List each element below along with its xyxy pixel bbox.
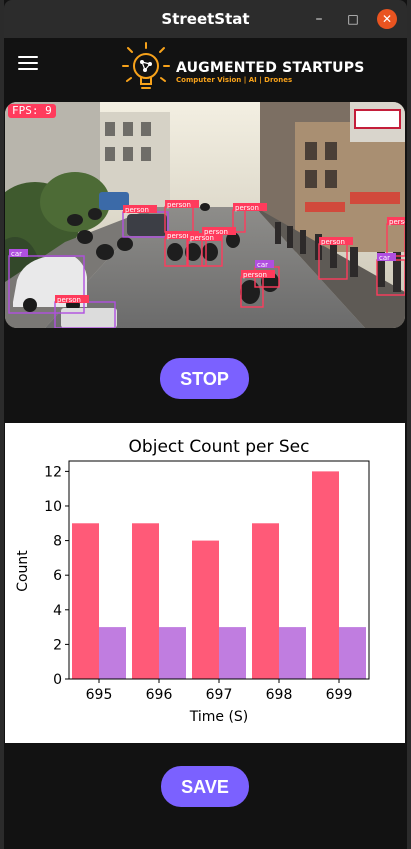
bar-series2-697 bbox=[219, 627, 246, 679]
close-icon[interactable]: ✕ bbox=[377, 9, 397, 29]
y-tick-label: 10 bbox=[44, 499, 62, 515]
bar-series1-695 bbox=[72, 523, 99, 679]
bar-series2-699 bbox=[339, 627, 366, 679]
plot-frame bbox=[68, 460, 370, 680]
maximize-icon[interactable]: □ bbox=[347, 12, 359, 26]
lightbulb-icon bbox=[122, 42, 170, 89]
fps-counter: FPS: 9 bbox=[8, 104, 56, 118]
bar-series2-695 bbox=[99, 627, 126, 679]
detection-label: person bbox=[321, 238, 345, 246]
detection-label-bg bbox=[55, 295, 89, 303]
detection-label-bg bbox=[241, 270, 275, 278]
detection-label-bg bbox=[165, 200, 199, 208]
detection-label-bg bbox=[165, 231, 199, 239]
brand-tagline: Computer Vision | AI | Drones bbox=[176, 76, 293, 84]
detection-label: car bbox=[379, 254, 390, 262]
bar-series1-698 bbox=[252, 523, 279, 679]
detection-label: person bbox=[204, 228, 228, 236]
detection-label: person bbox=[57, 296, 81, 304]
detection-label: person bbox=[235, 204, 259, 212]
minimize-icon[interactable]: – bbox=[315, 11, 323, 27]
bar-series2-698 bbox=[279, 627, 306, 679]
detection-label-bg bbox=[377, 253, 396, 261]
x-tick-label: 698 bbox=[266, 687, 293, 703]
y-tick-label: 8 bbox=[53, 534, 62, 550]
stop-button[interactable]: STOP bbox=[160, 358, 249, 399]
hamburger-menu-icon[interactable] bbox=[18, 56, 38, 72]
detection-label: person bbox=[190, 234, 214, 242]
detection-label-bg bbox=[188, 233, 222, 241]
app-window: StreetStat – □ ✕ AUGMENTED STARTUPS bbox=[4, 0, 407, 849]
bar-series1-697 bbox=[192, 540, 219, 679]
detection-label-bg bbox=[202, 227, 236, 235]
brand-logo: AUGMENTED STARTUPS Computer Vision | AI … bbox=[118, 40, 364, 96]
app-bar: AUGMENTED STARTUPS Computer Vision | AI … bbox=[4, 38, 407, 100]
brand-name: AUGMENTED STARTUPS bbox=[176, 60, 365, 76]
save-button[interactable]: SAVE bbox=[161, 766, 249, 807]
y-tick-label: 2 bbox=[53, 637, 62, 653]
chart-xlabel: Time (S) bbox=[189, 709, 249, 725]
chart-title: Object Count per Sec bbox=[129, 437, 310, 457]
y-tick-label: 6 bbox=[53, 568, 62, 584]
x-tick-label: 697 bbox=[206, 687, 233, 703]
detection-label: person bbox=[125, 206, 149, 214]
x-tick-label: 695 bbox=[86, 687, 113, 703]
detection-label-bg bbox=[123, 205, 157, 213]
y-tick-label: 4 bbox=[53, 603, 62, 619]
title-bar: StreetStat – □ ✕ bbox=[4, 0, 407, 38]
y-tick-label: 12 bbox=[44, 464, 62, 480]
bar-series2-696 bbox=[159, 627, 186, 679]
detection-label: person bbox=[167, 201, 191, 209]
detection-label: car bbox=[257, 261, 268, 269]
detection-label-bg bbox=[255, 260, 274, 268]
detection-label-bg bbox=[387, 217, 405, 225]
detection-label: person bbox=[167, 232, 191, 240]
bar-series1-699 bbox=[312, 471, 339, 679]
detection-label-bg bbox=[9, 249, 28, 257]
bar-series1-696 bbox=[132, 523, 159, 679]
y-tick-label: 0 bbox=[53, 672, 62, 688]
chart-canvas: Object Count per Sec Count Time (S) 0 2 4 6… bbox=[15, 437, 370, 725]
detection-label: person bbox=[243, 271, 267, 279]
x-tick-label: 699 bbox=[326, 687, 353, 703]
detection-label-bg bbox=[319, 237, 353, 245]
detection-label: person bbox=[389, 218, 405, 226]
x-tick-label: 696 bbox=[146, 687, 173, 703]
chart-ylabel: Count bbox=[15, 550, 31, 592]
video-feed: car person person person person person person p… bbox=[5, 102, 405, 328]
detection-label-bg bbox=[233, 203, 267, 211]
object-count-chart: Object Count per Sec Count Time (S) 0 2 4 6… bbox=[5, 423, 405, 743]
detection-label: car bbox=[11, 250, 22, 258]
window-title: StreetStat bbox=[161, 10, 250, 28]
